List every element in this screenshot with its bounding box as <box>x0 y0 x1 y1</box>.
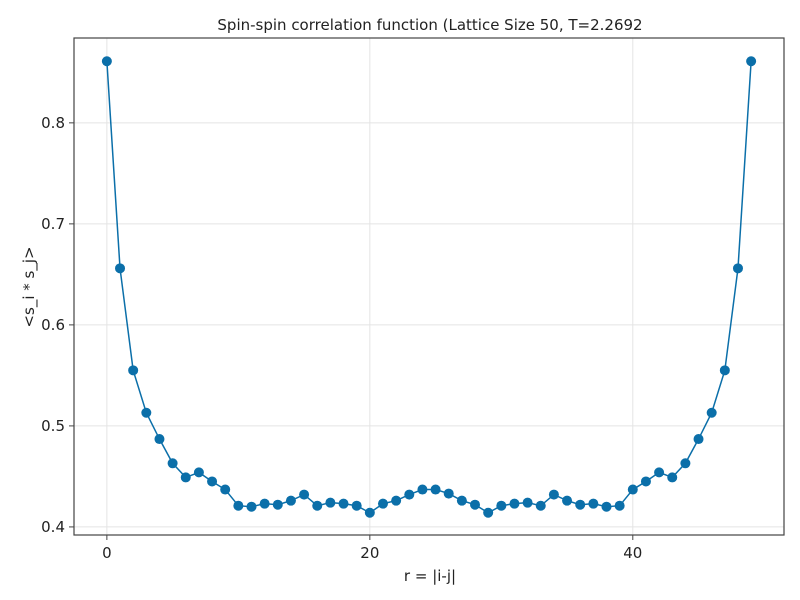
data-point <box>746 56 757 67</box>
data-point <box>535 500 546 511</box>
data-point <box>719 365 730 376</box>
data-point <box>377 498 388 509</box>
data-point <box>128 365 139 376</box>
data-point <box>167 458 178 469</box>
data-point <box>496 500 507 511</box>
data-point <box>325 497 336 508</box>
data-point <box>246 501 257 512</box>
data-point <box>220 484 231 495</box>
data-point <box>272 499 283 510</box>
data-point <box>338 498 349 509</box>
data-point <box>601 501 612 512</box>
chart-title: Spin-spin correlation function (Lattice … <box>217 16 642 34</box>
data-point <box>654 467 665 478</box>
data-point <box>614 500 625 511</box>
y-tick-label: 0.4 <box>41 518 65 536</box>
data-point <box>483 507 494 518</box>
x-tick-label: 40 <box>623 544 642 562</box>
data-point <box>141 407 152 418</box>
data-point <box>562 495 573 506</box>
data-point <box>285 495 296 506</box>
x-tick-label: 0 <box>102 544 112 562</box>
data-point <box>180 472 191 483</box>
data-point <box>522 497 533 508</box>
y-tick-label: 0.6 <box>41 316 65 334</box>
data-point <box>548 489 559 500</box>
data-point <box>115 263 126 274</box>
data-point <box>706 407 717 418</box>
y-tick-label: 0.7 <box>41 215 65 233</box>
data-point <box>259 498 270 509</box>
data-point <box>351 500 362 511</box>
data-point <box>732 263 743 274</box>
y-tick-label: 0.5 <box>41 417 65 435</box>
x-axis-label: r = |i-j| <box>404 567 456 585</box>
data-point <box>470 499 481 510</box>
data-point <box>417 484 428 495</box>
data-point <box>667 472 678 483</box>
data-point <box>575 499 586 510</box>
data-point <box>154 434 165 445</box>
axis-ticks: 0 20 40 0.4 0.5 0.6 0.7 0.8 <box>41 114 642 562</box>
data-point <box>509 498 520 509</box>
plot-frame <box>73 37 785 536</box>
series-layer <box>101 56 757 518</box>
data-point <box>391 495 402 506</box>
data-point <box>588 498 599 509</box>
data-point <box>430 484 441 495</box>
y-tick-label: 0.8 <box>41 114 65 132</box>
series <box>101 56 757 518</box>
data-point <box>627 484 638 495</box>
data-point <box>193 467 204 478</box>
data-point <box>443 488 454 499</box>
y-axis-label: <s_i * s_j> <box>20 246 39 327</box>
grid <box>74 38 784 535</box>
data-point <box>456 495 467 506</box>
data-point <box>207 476 218 487</box>
data-point <box>364 507 375 518</box>
data-point <box>312 500 323 511</box>
data-point <box>101 56 112 67</box>
data-point <box>693 434 704 445</box>
data-point <box>233 500 244 511</box>
x-tick-label: 20 <box>360 544 379 562</box>
series-line <box>106 61 752 514</box>
data-point <box>680 458 691 469</box>
data-point <box>404 489 415 500</box>
data-point <box>640 476 651 487</box>
data-point <box>299 489 310 500</box>
